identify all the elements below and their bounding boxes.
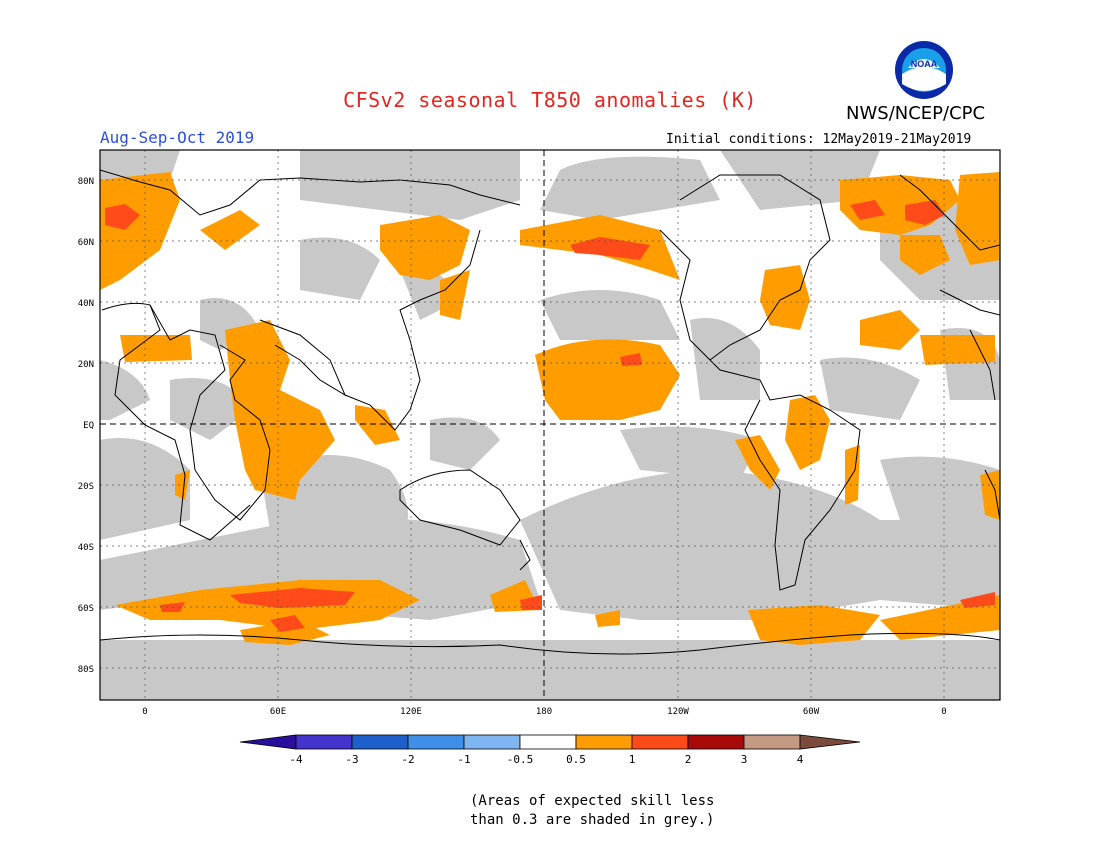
colorbar-tick: -3 — [345, 753, 358, 766]
colorbar: -4 -3 -2 -1 -0.5 0.5 1 2 3 4 — [239, 734, 861, 766]
initial-conditions-label: Initial conditions: 12May2019-21May2019 — [666, 132, 972, 147]
colorbar-tick: 1 — [629, 753, 636, 766]
lon-label: 120E — [400, 707, 422, 717]
colorbar-max-arrow — [799, 734, 861, 750]
colorbar-tick: -1 — [457, 753, 470, 766]
agency-label: NWS/NCEP/CPC — [846, 103, 986, 124]
lat-label: 20S — [78, 482, 94, 492]
colorbar-min-arrow — [239, 734, 297, 750]
coastlines — [100, 169, 1000, 655]
lon-label: 60W — [803, 707, 820, 717]
graticule — [100, 150, 1000, 700]
map-frame — [99, 149, 1001, 701]
orange-anomaly-areas — [100, 172, 1000, 645]
colorbar-bin — [351, 734, 409, 750]
logo-text: NOAA — [911, 59, 938, 69]
lon-label: 0 — [142, 707, 147, 717]
red-anomaly-areas — [105, 200, 995, 632]
lon-label: 180 — [536, 707, 552, 717]
lat-label: EQ — [83, 421, 94, 431]
lat-label: 80N — [78, 177, 94, 187]
lat-label: 40S — [78, 543, 94, 553]
colorbar-tick: -2 — [401, 753, 414, 766]
colorbar-tick: 2 — [685, 753, 692, 766]
colorbar-bin — [687, 734, 745, 750]
colorbar-tick: -0.5 — [507, 753, 534, 766]
colorbar-bin — [631, 734, 689, 750]
lat-label: 60S — [78, 604, 94, 614]
lat-label: 40N — [78, 299, 94, 309]
lat-label: 60N — [78, 238, 94, 248]
skill-note: (Areas of expected skill less than 0.3 a… — [470, 792, 714, 830]
noaa-logo-icon: NOAA — [895, 41, 953, 99]
equator-and-dateline — [100, 150, 1000, 700]
colorbar-bin — [463, 734, 521, 750]
colorbar-tick: -4 — [289, 753, 303, 766]
colorbar-bin — [295, 734, 353, 750]
lat-label: 80S — [78, 665, 94, 675]
lon-label: 0 — [941, 707, 946, 717]
skill-note-line-2: than 0.3 are shaded in grey.) — [470, 812, 715, 828]
lat-label: 20N — [78, 360, 94, 370]
lon-label: 120W — [667, 707, 689, 717]
colorbar-tick: 0.5 — [566, 753, 586, 766]
colorbar-tick: 4 — [797, 753, 804, 766]
lon-label: 60E — [270, 707, 286, 717]
grey-low-skill-areas — [100, 150, 1000, 700]
colorbar-bin — [519, 734, 577, 750]
season-label: Aug-Sep-Oct 2019 — [100, 128, 255, 147]
map-title: CFSv2 seasonal T850 anomalies (K) — [343, 88, 757, 112]
skill-note-line-1: (Areas of expected skill less — [470, 793, 715, 809]
colorbar-bin — [407, 734, 465, 750]
colorbar-bin — [743, 734, 801, 750]
colorbar-tick: 3 — [741, 753, 748, 766]
colorbar-bin — [575, 734, 633, 750]
